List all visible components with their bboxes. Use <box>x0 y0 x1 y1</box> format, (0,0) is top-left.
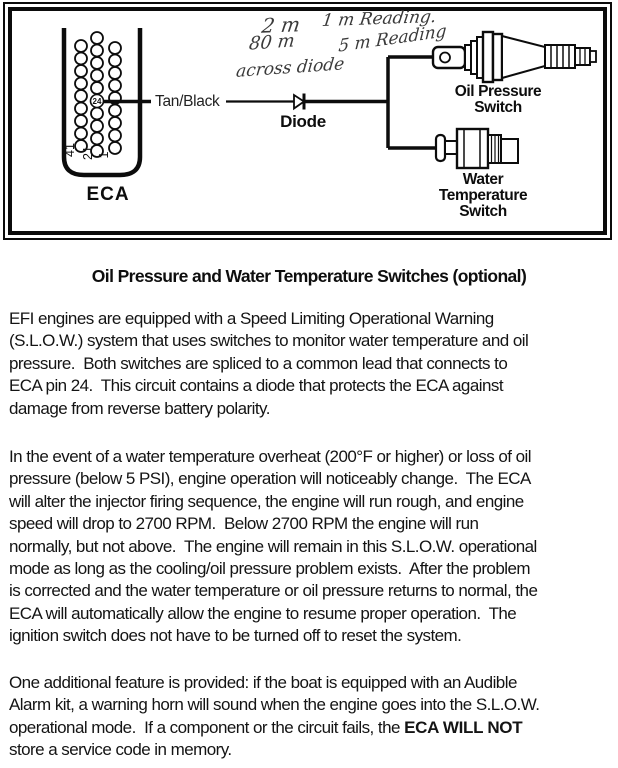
eca-label: ECA <box>86 184 130 205</box>
text-line: normally, but not above. The engine will… <box>9 536 537 556</box>
text-line: (S.L.O.W.) system that uses switches to … <box>9 331 529 351</box>
wire-color-label: Tan/Black <box>155 93 220 110</box>
handwritten-note-80m: 80 m <box>247 30 296 55</box>
text-line: Alarm kit, a warning horn will sound whe… <box>9 695 540 715</box>
diode-symbol <box>293 93 306 111</box>
text-line: Temperature <box>438 187 528 204</box>
text-line: pressure (below 5 PSI), engine operation… <box>9 469 531 489</box>
text-line: pressure. Both switches are spliced to a… <box>9 353 508 373</box>
text-line: Oil Pressure <box>454 83 542 100</box>
paragraph-audible-alarm: One additional feature is provided: if t… <box>9 672 609 762</box>
text-line: mode as long as the cooling/oil pressure… <box>9 559 531 579</box>
pin-row-label-21: 21 <box>81 146 95 160</box>
diagram-frame-inner <box>8 7 607 235</box>
paragraph-slow-system: EFI engines are equipped with a Speed Li… <box>9 308 609 420</box>
wiring-diagram <box>61 28 597 178</box>
oil-pressure-switch-drawing <box>431 30 597 84</box>
water-temperature-switch-drawing <box>434 127 519 170</box>
text-line: Water <box>462 171 504 188</box>
diagram-frame <box>3 2 612 240</box>
text-line: will alter the injector firing sequence,… <box>9 491 524 511</box>
pin-row-label-41: 41 <box>63 143 77 157</box>
junction-wires <box>386 55 437 150</box>
text-line: is corrected and the water temperature o… <box>9 581 538 601</box>
pin-row-label-1: 1 <box>97 151 111 159</box>
oil-pressure-switch-label: Oil Pressure Switch <box>438 84 558 116</box>
paragraph-slow-behavior: In the event of a water temperature over… <box>9 446 609 648</box>
section-title: Oil Pressure and Water Temperature Switc… <box>91 266 527 286</box>
text-line: operational mode. If a component or the … <box>9 717 523 737</box>
eca-connector-outline <box>61 28 143 178</box>
text-line: speed will drop to 2700 RPM. Below 2700 … <box>9 514 479 534</box>
text-line: One additional feature is provided: if t… <box>9 673 517 692</box>
text-line: store a service code in memory. <box>9 740 232 760</box>
text-line: ECA will automatically allow the engine … <box>9 603 517 623</box>
pin-24-number: 24 <box>92 96 102 106</box>
text-line: Switch <box>474 99 522 116</box>
eca-pin-grid <box>74 31 122 158</box>
text-line: damage from reverse battery polarity. <box>9 398 270 418</box>
text-line: EFI engines are equipped with a Speed Li… <box>9 309 494 328</box>
water-temperature-switch-label: Water Temperature Switch <box>423 172 543 220</box>
diode-label: Diode <box>280 112 326 131</box>
text-line: In the event of a water temperature over… <box>9 447 532 466</box>
text-line: ECA pin 24. This circuit contains a diod… <box>9 376 504 396</box>
text-line: ignition switch does not have to be turn… <box>9 626 462 646</box>
text-line: Switch <box>459 203 507 220</box>
